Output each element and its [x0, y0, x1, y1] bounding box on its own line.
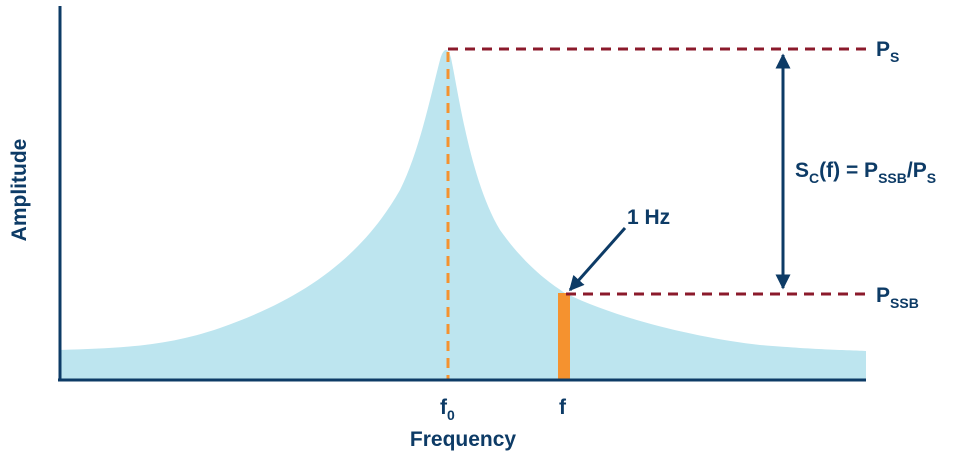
phase-noise-equation: SC(f) = PSSB/PS: [795, 159, 936, 186]
x-axis-label: Frequency: [410, 428, 517, 451]
bandwidth-label: 1 Hz: [627, 206, 670, 229]
bandwidth-pointer-arrow: [568, 227, 627, 292]
bandwidth-bar: [558, 293, 570, 380]
y-axis-label: Amplitude: [8, 139, 31, 242]
spectrum-curve-fill: [60, 49, 866, 381]
ps-label: PS: [876, 38, 899, 65]
pssb-label: PSSB: [876, 284, 919, 311]
f-label: f: [559, 396, 567, 419]
f0-label: f0: [440, 396, 455, 423]
